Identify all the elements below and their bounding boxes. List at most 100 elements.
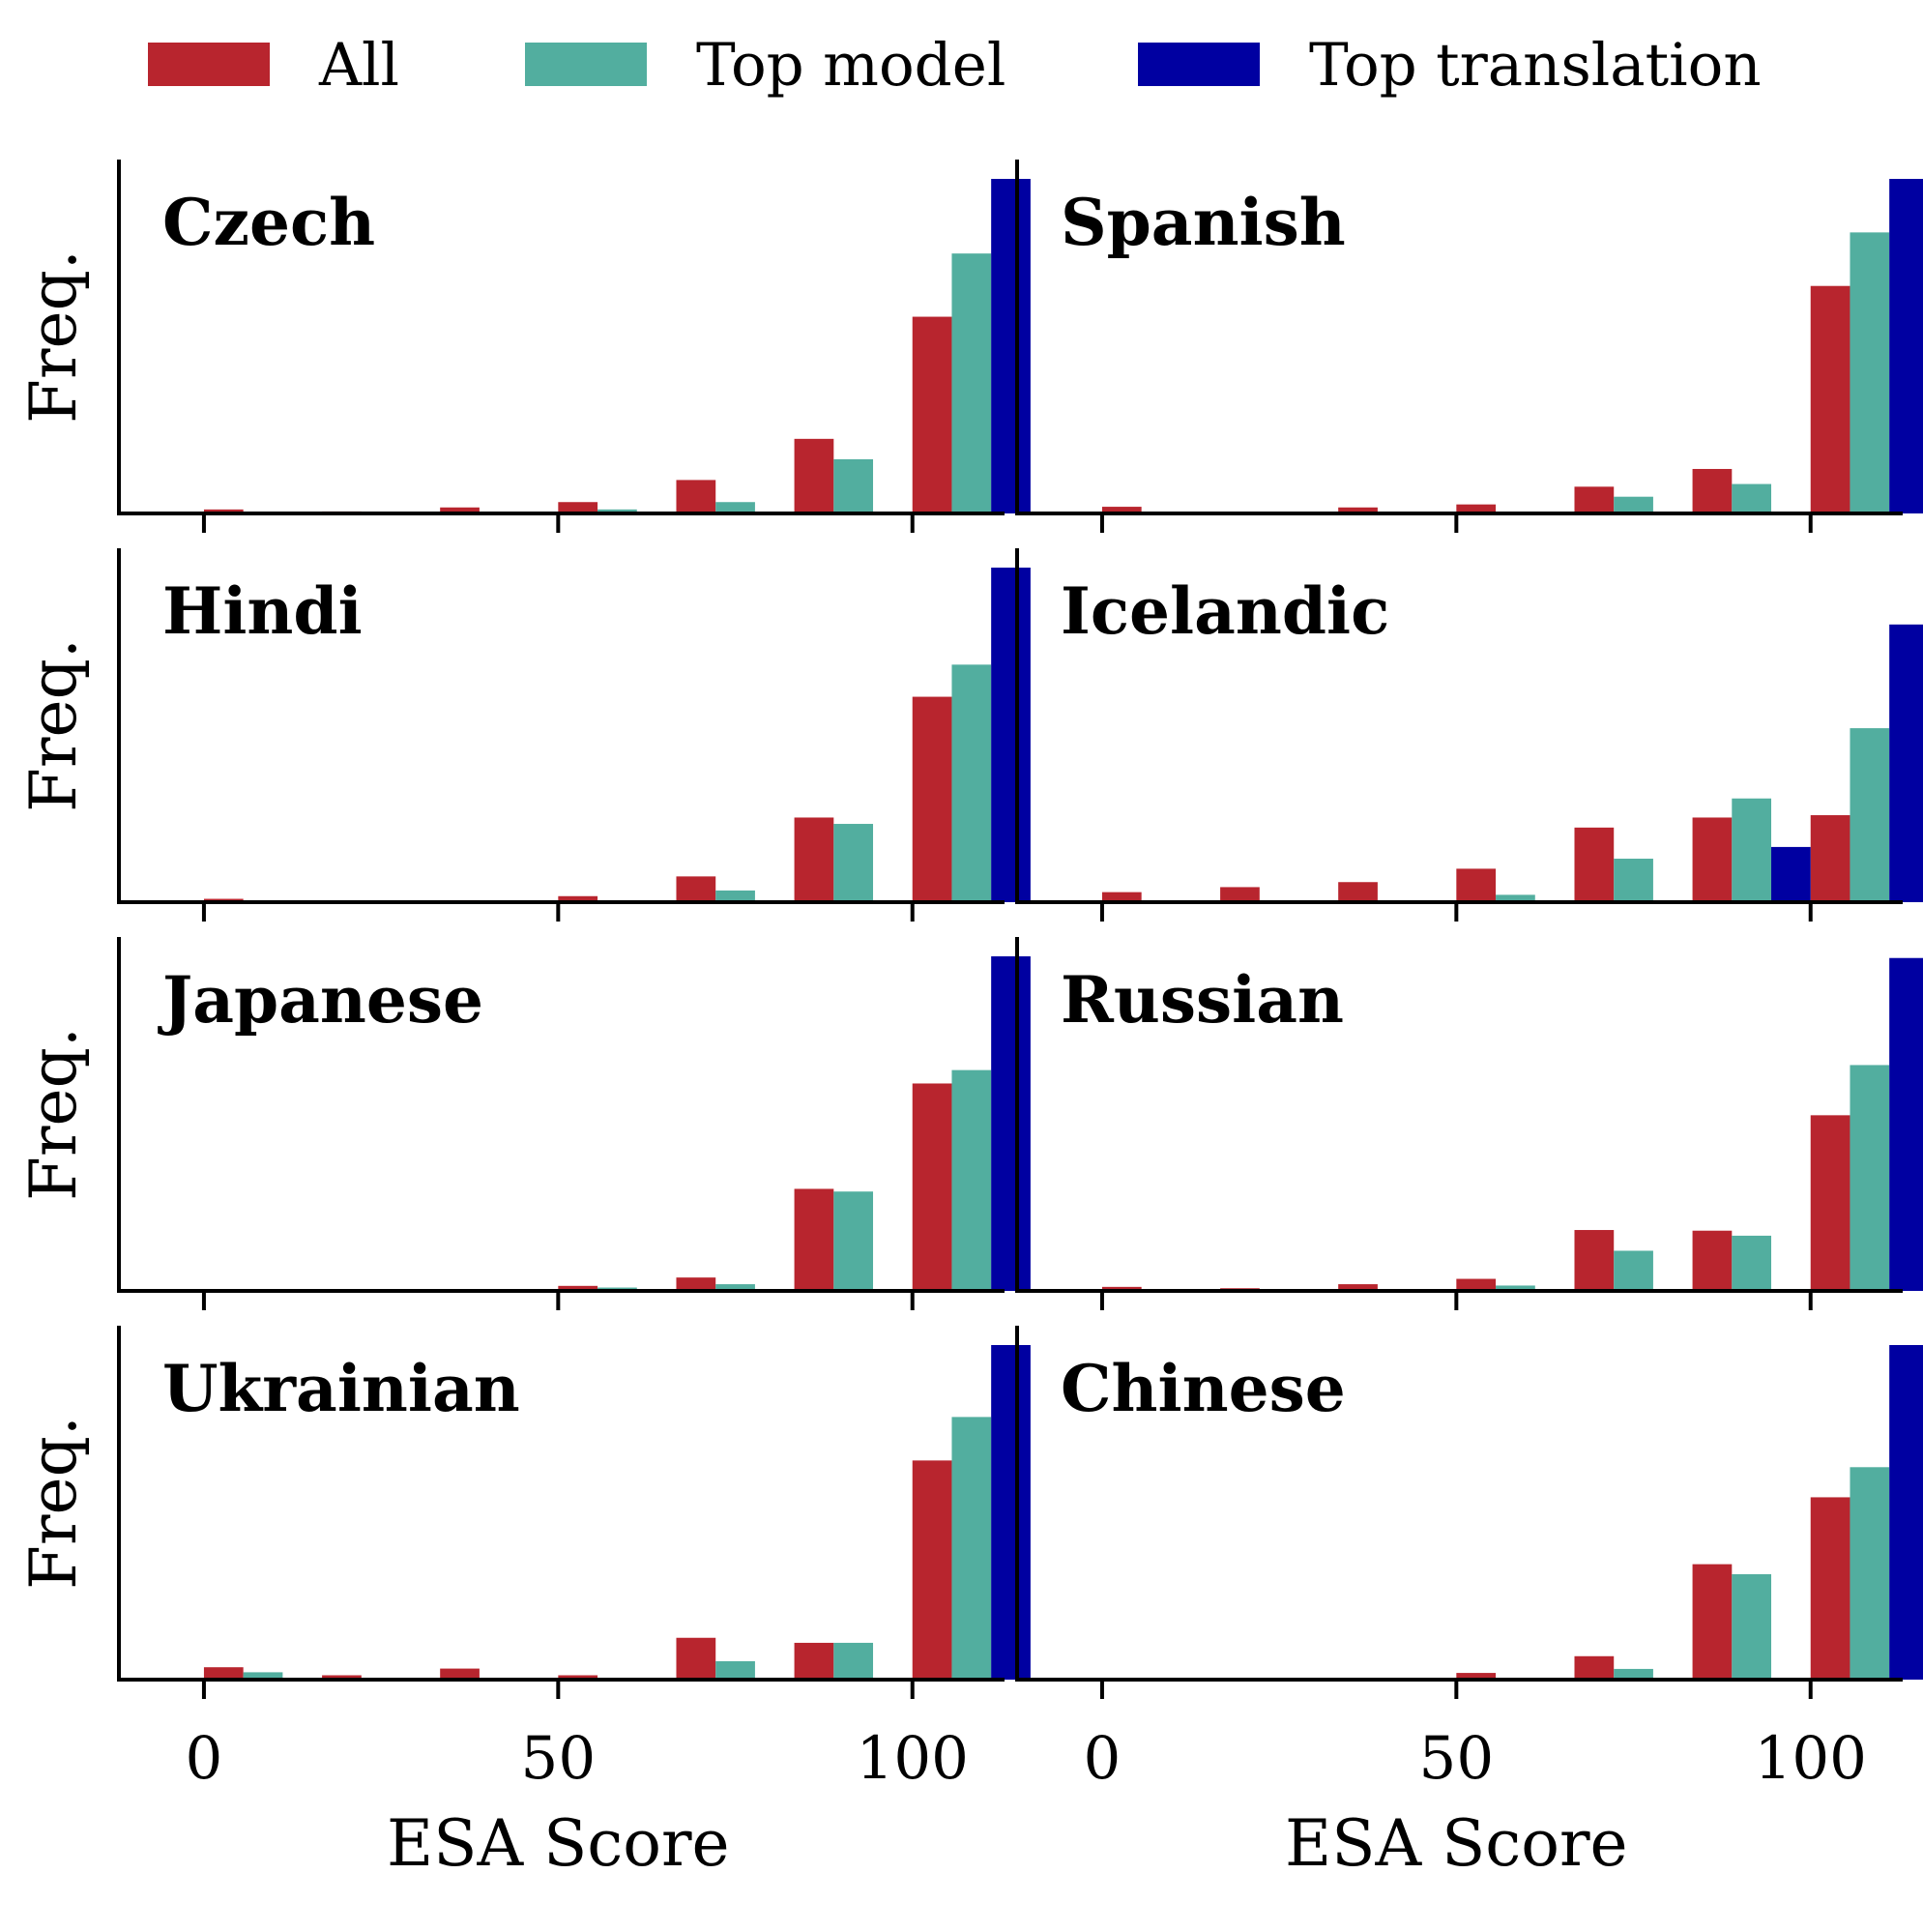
y-axis-label-czech: Freq. <box>16 249 91 424</box>
bar-chinese-top-model-bin-4 <box>1614 1668 1653 1680</box>
bar-hindi-all-bin-6 <box>912 696 952 902</box>
legend-swatch-top-model <box>525 43 647 86</box>
axes-spanish <box>1015 160 1903 515</box>
legend-swatch-top-translation <box>1138 43 1260 86</box>
bar-hindi-top-model-bin-4 <box>715 890 755 902</box>
axes-ukrainian <box>117 1326 1005 1682</box>
panel-title-russian: Russian <box>1061 962 1344 1038</box>
bar-ukrainian-all-bin-1 <box>322 1675 362 1680</box>
bar-chinese-all-bin-3 <box>1456 1673 1497 1680</box>
x-tick-label-ukrainian-100: 100 <box>857 1724 969 1793</box>
legend-label-all: All <box>318 31 399 100</box>
panel-ukrainian: Ukrainian Freq. 0 50 100 ESA Score <box>16 1326 1031 1881</box>
bar-russian-top-model-bin-3 <box>1496 1285 1535 1291</box>
bar-hindi-all-bin-5 <box>794 817 834 902</box>
bar-czech-all-bin-2 <box>440 507 480 513</box>
bar-japanese-top-model-bin-4 <box>715 1284 755 1291</box>
y-axis-label-hindi: Freq. <box>16 638 91 812</box>
bar-japanese-top-model-bin-6 <box>951 1069 992 1291</box>
bar-czech-top-translation-bin-6 <box>991 179 1031 513</box>
panel-title-spanish: Spanish <box>1061 185 1346 260</box>
bar-japanese-all-bin-5 <box>794 1188 834 1291</box>
bar-spanish-all-bin-5 <box>1692 468 1733 513</box>
panel-title-hindi: Hindi <box>162 573 363 649</box>
bar-chinese-top-model-bin-5 <box>1732 1574 1772 1680</box>
bar-ukrainian-top-model-bin-6 <box>951 1417 992 1680</box>
legend-swatch-all <box>148 43 270 86</box>
bar-chinese-all-bin-6 <box>1810 1497 1850 1680</box>
bar-russian-all-bin-2 <box>1338 1284 1378 1291</box>
panel-spanish: Spanish <box>1015 160 1923 533</box>
legend-label-top-translation: Top translation <box>1309 31 1762 100</box>
axes-czech <box>117 160 1005 515</box>
panel-russian: Russian <box>1015 937 1923 1310</box>
bar-hindi-top-model-bin-5 <box>833 824 874 902</box>
bar-japanese-all-bin-6 <box>912 1083 952 1291</box>
panel-grid: Czech Freq. Spanish Hindi Freq. Icelandic Japa… <box>16 160 1923 1881</box>
bar-icelandic-top-model-bin-5 <box>1732 798 1772 902</box>
panel-chinese: Chinese 0 50 100 ESA Score <box>1015 1326 1923 1881</box>
bar-ukrainian-all-bin-6 <box>912 1460 952 1680</box>
bar-spanish-all-bin-0 <box>1101 507 1142 513</box>
bar-ukrainian-top-model-bin-4 <box>715 1660 755 1680</box>
bar-spanish-top-model-bin-5 <box>1732 483 1772 513</box>
bar-spanish-all-bin-3 <box>1456 504 1497 513</box>
bar-russian-all-bin-6 <box>1810 1115 1850 1291</box>
bar-ukrainian-all-bin-4 <box>676 1637 716 1680</box>
bar-russian-top-translation-bin-6 <box>1889 957 1923 1291</box>
bar-spanish-all-bin-6 <box>1810 285 1850 513</box>
bar-czech-top-model-bin-5 <box>833 458 874 513</box>
bar-czech-all-bin-4 <box>676 480 716 513</box>
bar-icelandic-all-bin-1 <box>1220 887 1260 902</box>
bar-czech-top-model-bin-3 <box>597 509 637 513</box>
bar-icelandic-top-model-bin-6 <box>1850 728 1890 902</box>
bar-russian-all-bin-4 <box>1574 1230 1615 1291</box>
axes-hindi <box>117 548 1005 904</box>
bar-czech-all-bin-0 <box>203 509 244 513</box>
bar-icelandic-all-bin-2 <box>1338 882 1378 902</box>
bar-ukrainian-top-model-bin-0 <box>243 1672 283 1680</box>
bar-japanese-top-translation-bin-6 <box>991 956 1031 1291</box>
bar-russian-all-bin-0 <box>1101 1286 1142 1291</box>
bar-czech-all-bin-6 <box>912 316 952 513</box>
bar-czech-all-bin-3 <box>558 502 598 513</box>
bar-russian-top-model-bin-4 <box>1614 1250 1653 1291</box>
bar-icelandic-all-bin-0 <box>1101 892 1142 902</box>
bar-japanese-top-model-bin-5 <box>833 1191 874 1291</box>
bar-ukrainian-all-bin-5 <box>794 1642 834 1680</box>
x-tick-label-chinese-100: 100 <box>1755 1724 1867 1793</box>
panel-hindi: Hindi Freq. <box>16 548 1031 922</box>
panel-title-czech: Czech <box>162 185 375 260</box>
panel-title-icelandic: Icelandic <box>1061 573 1389 649</box>
bar-spanish-top-model-bin-6 <box>1850 232 1890 514</box>
bar-japanese-all-bin-3 <box>558 1285 598 1291</box>
bar-hindi-top-translation-bin-6 <box>991 568 1031 902</box>
bar-icelandic-all-bin-3 <box>1456 868 1497 902</box>
x-axis-label-ukrainian: ESA Score <box>387 1806 730 1881</box>
bar-spanish-all-bin-2 <box>1338 507 1378 513</box>
bar-chinese-top-model-bin-6 <box>1850 1467 1890 1680</box>
x-tick-label-ukrainian-0: 0 <box>186 1724 223 1793</box>
bar-chinese-all-bin-4 <box>1574 1655 1615 1680</box>
bar-ukrainian-all-bin-0 <box>203 1667 244 1680</box>
bar-icelandic-all-bin-4 <box>1574 827 1615 902</box>
panel-icelandic: Icelandic <box>1015 548 1923 922</box>
x-tick-label-chinese-50: 50 <box>1419 1724 1495 1793</box>
bar-spanish-all-bin-4 <box>1574 486 1615 513</box>
x-tick-label-ukrainian-50: 50 <box>521 1724 597 1793</box>
bar-chinese-top-translation-bin-6 <box>1889 1345 1923 1680</box>
bar-czech-top-model-bin-6 <box>951 253 992 513</box>
bar-russian-top-model-bin-5 <box>1732 1235 1772 1291</box>
axes-icelandic <box>1015 548 1903 904</box>
x-tick-label-chinese-0: 0 <box>1084 1724 1122 1793</box>
panel-title-chinese: Chinese <box>1061 1351 1346 1426</box>
bar-czech-all-bin-5 <box>794 438 834 513</box>
bar-spanish-top-model-bin-4 <box>1614 496 1653 513</box>
panel-title-japanese: Japanese <box>158 962 483 1038</box>
bar-czech-top-model-bin-4 <box>715 502 755 513</box>
bar-icelandic-all-bin-6 <box>1810 815 1850 902</box>
panel-japanese: Japanese Freq. <box>16 937 1031 1310</box>
bar-icelandic-top-translation-bin-6 <box>1889 624 1923 902</box>
bar-russian-all-bin-3 <box>1456 1278 1497 1291</box>
bar-russian-all-bin-5 <box>1692 1230 1733 1291</box>
